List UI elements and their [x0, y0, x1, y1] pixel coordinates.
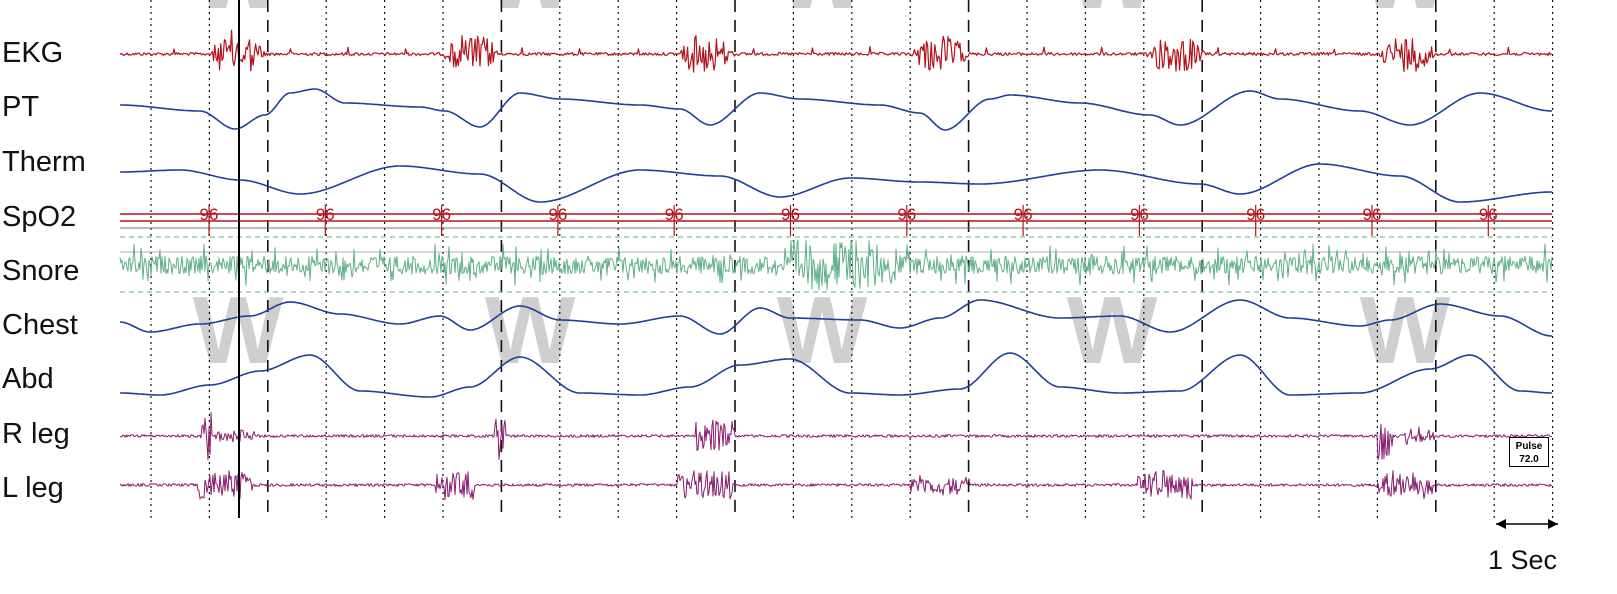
- channel-label-pt: PT: [2, 91, 40, 123]
- watermark-letter: W: [777, 0, 868, 29]
- trace-r-leg: [119, 411, 1553, 461]
- trace-l-leg: [119, 469, 1553, 501]
- watermark-letter: W: [485, 0, 576, 29]
- spo2-value: 96: [665, 205, 684, 224]
- channel-label-r-leg: R leg: [2, 418, 70, 450]
- spo2-value: 96: [432, 205, 451, 224]
- time-scale-label: 1 Sec: [1488, 545, 1558, 575]
- channel-label-abd: Abd: [2, 363, 54, 395]
- spo2-value: 96: [1479, 205, 1498, 224]
- channel-label-l-leg: L leg: [2, 472, 64, 504]
- trace-chest: [119, 299, 1553, 337]
- trace-ekg: [119, 29, 1553, 73]
- trace-pt: [120, 88, 1552, 131]
- channel-label-snore: Snore: [2, 255, 80, 287]
- spo2-value: 96: [1246, 205, 1265, 224]
- channel-label-spo2: SpO2: [2, 201, 77, 233]
- trace-abd: [120, 352, 1552, 398]
- spo2-value: 96: [781, 205, 800, 224]
- time-scale-arrowhead: [1548, 519, 1558, 529]
- trace-therm: [120, 163, 1552, 203]
- channel-label-therm: Therm: [2, 146, 86, 178]
- spo2-value: 96: [1130, 205, 1149, 224]
- time-scale-arrowhead: [1496, 519, 1506, 529]
- watermark-letter: W: [485, 277, 576, 384]
- spo2-value: 96: [548, 205, 567, 224]
- spo2-value: 96: [200, 205, 219, 224]
- spo2-value: 96: [897, 205, 916, 224]
- watermark-letter: W: [1067, 277, 1158, 384]
- channel-label-ekg: EKG: [2, 37, 64, 69]
- channel-label-chest: Chest: [2, 309, 78, 341]
- watermark-letter: W: [1360, 0, 1451, 29]
- spo2-value: 96: [316, 205, 335, 224]
- watermark-letter: W: [1067, 0, 1158, 29]
- spo2-value: 96: [1014, 205, 1033, 224]
- watermark-letter: W: [777, 277, 868, 384]
- pulse-readout: Pulse 72.0: [1509, 437, 1549, 467]
- trace-snore: [119, 239, 1553, 291]
- pulse-value: 72.0: [1519, 454, 1539, 465]
- spo2-value: 96: [1363, 205, 1382, 224]
- pulse-label: Pulse: [1515, 441, 1543, 452]
